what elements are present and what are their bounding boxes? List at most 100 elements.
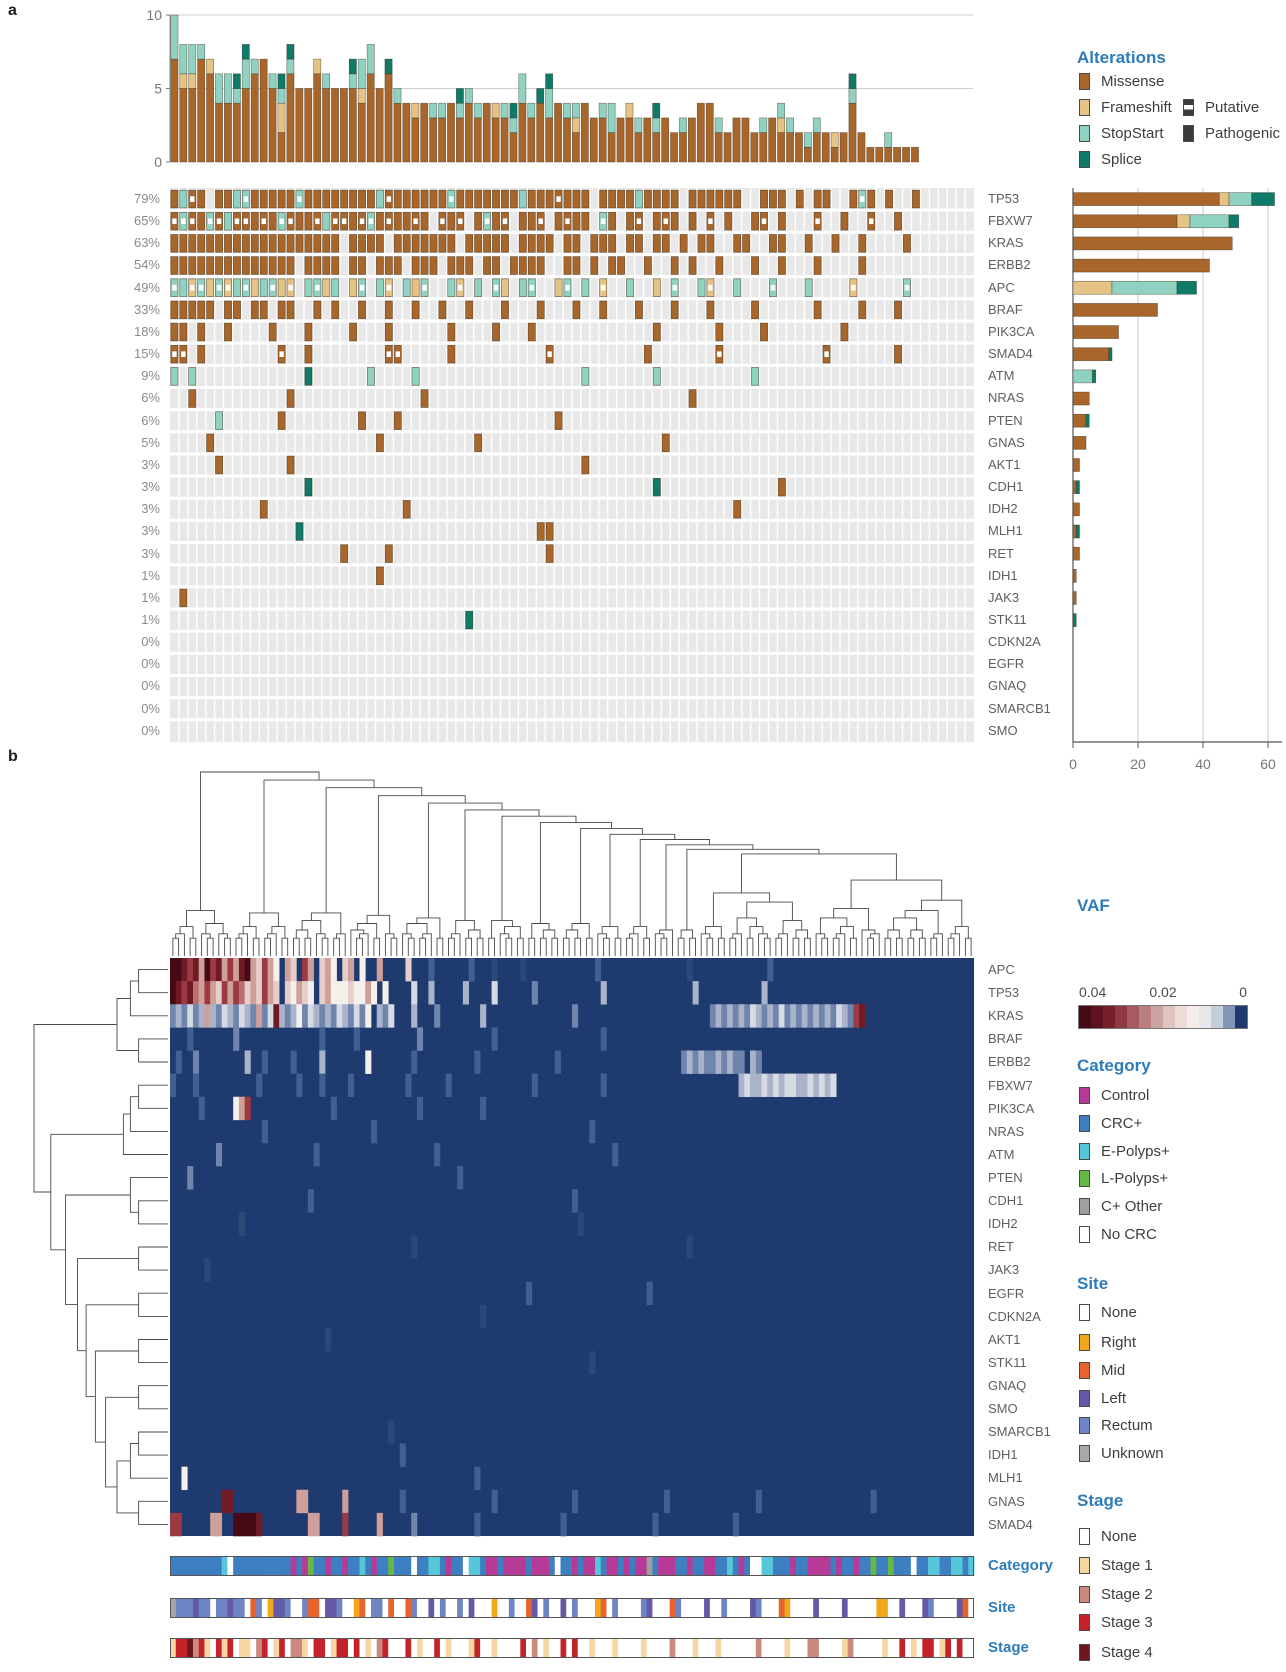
legend-site-none-label: None <box>1101 1304 1137 1321</box>
gene-label: EGFR <box>988 656 1025 672</box>
gene-label: BRAF <box>988 1031 1023 1047</box>
legend-site-unknown: Unknown <box>1079 1444 1164 1463</box>
annotation-label-category: Category <box>988 1557 1054 1574</box>
gene-label: BRAF <box>988 301 1023 317</box>
legend-stage-stage-4-swatch <box>1079 1644 1090 1661</box>
gene-label: IDH1 <box>988 567 1018 583</box>
gene-label: GNAS <box>988 434 1025 450</box>
gene-label: IDH1 <box>988 1447 1018 1463</box>
top-dendrogram <box>172 771 972 956</box>
vaf-colorbar-step <box>1139 1006 1151 1028</box>
legend-site-right-label: Right <box>1101 1334 1137 1351</box>
legend-stage-stage-1-label: Stage 1 <box>1101 1557 1153 1574</box>
row-percent: 65% <box>133 213 160 229</box>
annotation-label-site: Site <box>988 1599 1016 1616</box>
gene-label: CDKN2A <box>988 1308 1041 1324</box>
gene-label: EGFR <box>988 1285 1025 1301</box>
legend-item-splice-swatch <box>1079 151 1090 168</box>
row-percent: 0% <box>141 678 160 694</box>
legend-item-splice: Splice <box>1079 150 1142 169</box>
legend-site-rectum-label: Rectum <box>1101 1417 1153 1434</box>
panel-b-label: b <box>8 748 18 765</box>
legend-category-l-polyps--swatch <box>1079 1170 1090 1187</box>
vaf-colorbar-step <box>1079 1006 1091 1028</box>
vaf-tick-1: 0.02 <box>1149 984 1177 1000</box>
legend-category-control: Control <box>1079 1086 1149 1105</box>
alterations-legend-title: Alterations <box>1077 48 1166 67</box>
annotation-bar-category <box>170 1556 975 1576</box>
row-percent: 0% <box>141 656 160 672</box>
mutation-count-chart: 0 5 10 <box>146 7 973 170</box>
legend-category-no-crc-swatch <box>1079 1226 1090 1243</box>
gene-label: SMARCB1 <box>988 700 1051 716</box>
gene-label: CDKN2A <box>988 634 1041 650</box>
row-percent: 15% <box>133 346 160 362</box>
gene-label: APC <box>988 962 1015 977</box>
legend-site-rectum: Rectum <box>1079 1416 1153 1435</box>
vaf-colorbar-step <box>1235 1006 1247 1028</box>
gene-label: IDH2 <box>988 1216 1018 1232</box>
gene-label: SMO <box>988 722 1018 738</box>
legend-item-stopstart-swatch <box>1079 125 1090 142</box>
svg-text:5: 5 <box>154 81 162 97</box>
legend-stage-stage-4: Stage 4 <box>1079 1643 1153 1662</box>
legend-stage-none-swatch <box>1079 1528 1090 1545</box>
gene-label: AKT1 <box>988 1331 1021 1347</box>
vaf-colorbar-step <box>1187 1006 1199 1028</box>
row-percent: 18% <box>133 323 160 339</box>
legend-site-mid-swatch <box>1079 1362 1090 1379</box>
vaf-colorbar-step <box>1175 1006 1187 1028</box>
legend-category-control-label: Control <box>1101 1087 1150 1104</box>
row-percent: 63% <box>133 235 160 251</box>
vaf-colorbar-step <box>1223 1006 1235 1028</box>
legend-category-crc--label: CRC+ <box>1101 1115 1143 1132</box>
svg-text:20: 20 <box>1130 756 1146 772</box>
legend-site-unknown-swatch <box>1079 1445 1090 1462</box>
vaf-tick-2: 0 <box>1239 984 1247 1000</box>
gene-label: STK11 <box>988 1354 1027 1370</box>
svg-text:60: 60 <box>1260 756 1276 772</box>
gene-label: STK11 <box>988 611 1027 627</box>
legend-category-e-polyps--swatch <box>1079 1143 1090 1160</box>
legend-category-crc--swatch <box>1079 1115 1090 1132</box>
legend-item-missense-label: Missense <box>1101 73 1165 90</box>
annotation-bar-site <box>170 1598 975 1618</box>
legend-site-left-label: Left <box>1101 1390 1127 1407</box>
svg-text:40: 40 <box>1195 756 1211 772</box>
gene-label: GNAS <box>988 1493 1025 1509</box>
legend-category-crc-: CRC+ <box>1079 1114 1142 1133</box>
row-percent: 0% <box>141 700 160 716</box>
gene-label: SMARCB1 <box>988 1424 1051 1440</box>
legend-stage-stage-1: Stage 1 <box>1079 1556 1153 1575</box>
row-percent: 1% <box>141 567 160 583</box>
vaf-colorbar-step <box>1211 1006 1223 1028</box>
row-percent: 0% <box>141 722 160 738</box>
legend-site-rectum-swatch <box>1079 1417 1090 1434</box>
legend-stage-stage-3-label: Stage 3 <box>1101 1614 1153 1631</box>
gene-label: SMAD4 <box>988 1516 1033 1532</box>
legend-item-frameshift-swatch <box>1079 99 1090 116</box>
legend-category-no-crc-label: No CRC <box>1101 1226 1157 1243</box>
gene-label: NRAS <box>988 390 1025 406</box>
row-percent: 0% <box>141 634 160 650</box>
legend-item-pathogenic-label: Pathogenic <box>1205 125 1281 142</box>
vaf-legend-title: VAF <box>1077 896 1110 915</box>
legend-item-missense-swatch <box>1079 73 1090 90</box>
legend-stage-stage-2: Stage 2 <box>1079 1585 1153 1604</box>
legend-stage-none: None <box>1079 1527 1137 1546</box>
vaf-colorbar-step <box>1199 1006 1211 1028</box>
gene-label: NRAS <box>988 1123 1025 1139</box>
row-percent: 6% <box>141 390 160 406</box>
legend-category-control-swatch <box>1079 1087 1090 1104</box>
legend-item-stopstart-label: StopStart <box>1101 125 1164 142</box>
gene-label: JAK3 <box>988 589 1020 605</box>
legend-site-left: Left <box>1079 1389 1126 1408</box>
legend-category-e-polyps-: E-Polyps+ <box>1079 1142 1170 1161</box>
legend-item-putative-label: Putative <box>1205 99 1260 116</box>
gene-label: APC <box>988 279 1015 295</box>
legend-item-putative: Putative <box>1183 98 1259 117</box>
gene-label: PTEN <box>988 412 1023 428</box>
vaf-colorbar <box>1078 1005 1248 1029</box>
gene-label: FBXW7 <box>988 213 1033 229</box>
